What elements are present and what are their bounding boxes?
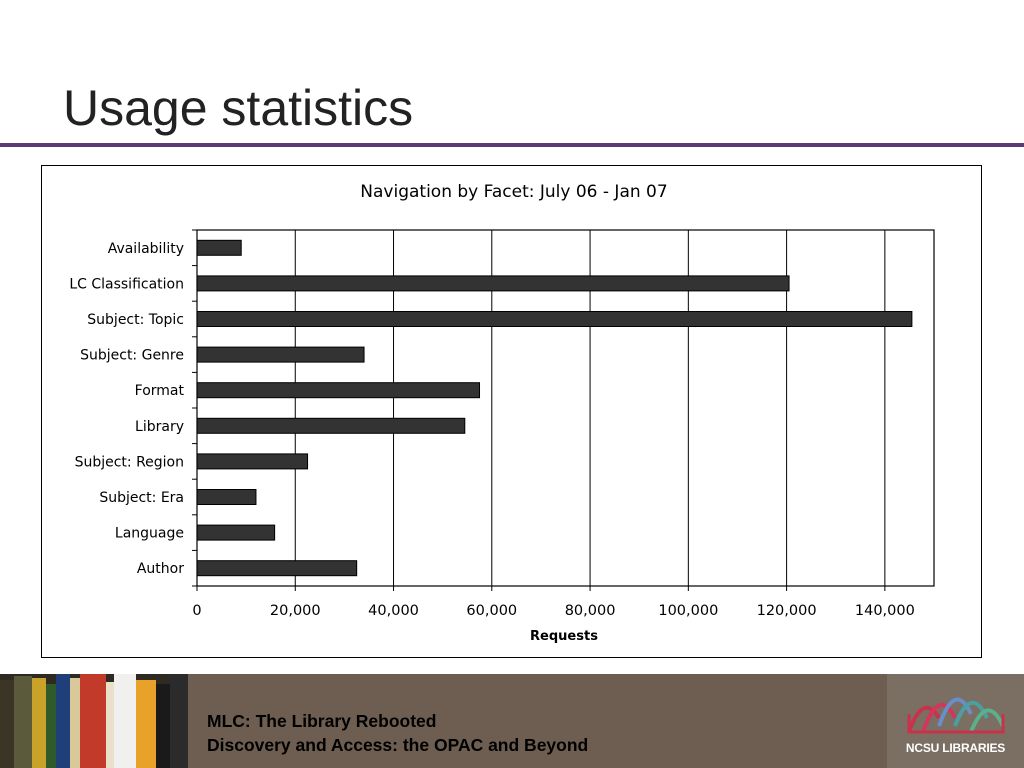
x-tick-labels: 0 20,000 40,000 60,000 80,000 100,000 120,000 1… [192,603,914,619]
bar [196,311,913,327]
category-label: Subject: Era [99,490,184,506]
bar [196,239,242,256]
footer-line-2: Discovery and Access: the OPAC and Beyon… [207,735,589,755]
x-tick-label: 60,000 [466,603,517,619]
category-label: Subject: Region [75,454,184,470]
bar [196,489,257,505]
x-tick-label: 140,000 [855,603,915,619]
category-label: Subject: Genre [80,348,184,364]
plot-area-border [196,229,935,587]
footer-line-1: MLC: The Library Rebooted [207,711,437,731]
x-tick-label: 40,000 [368,603,419,619]
category-label: Availability [108,241,184,257]
bar [196,417,466,434]
bar [196,346,365,363]
x-axis-label: Requests [530,629,598,644]
category-label: LC Classification [69,276,184,292]
bar [196,382,481,399]
slide-title: Usage statistics [63,80,414,136]
ncsu-libraries-logo: NCSU LIBRARIES [887,674,1024,768]
category-labels: Availability LC Classification Subject: To… [69,241,184,577]
bookshelf-image [0,674,188,768]
x-tick-label: 100,000 [658,603,718,619]
category-label: Language [115,526,184,542]
bar [196,560,358,577]
category-label: Author [137,561,184,577]
bar [196,453,309,470]
chart-frame: Navigation by Facet: July 06 - Jan 07 Re… [41,165,982,658]
logo-label: NCSU LIBRARIES [905,741,1006,755]
category-label: Subject: Topic [87,312,184,328]
title-divider [0,143,1024,147]
footer-caption: MLC: The Library Rebooted Discovery and … [207,709,588,757]
bars [196,239,913,577]
x-tick-label: 120,000 [757,603,817,619]
bar [196,524,276,541]
axes [192,229,935,591]
category-label: Format [135,383,185,399]
x-tick-label: 0 [192,603,201,619]
footer-banner: MLC: The Library Rebooted Discovery and … [0,674,1024,768]
x-tick-label: 80,000 [565,603,616,619]
bar [196,275,790,292]
bar-chart: Navigation by Facet: July 06 - Jan 07 Re… [69,182,935,644]
x-tick-label: 20,000 [270,603,321,619]
chart-title: Navigation by Facet: July 06 - Jan 07 [360,182,667,202]
category-label: Library [135,419,184,435]
library-arches-icon [907,697,1005,734]
